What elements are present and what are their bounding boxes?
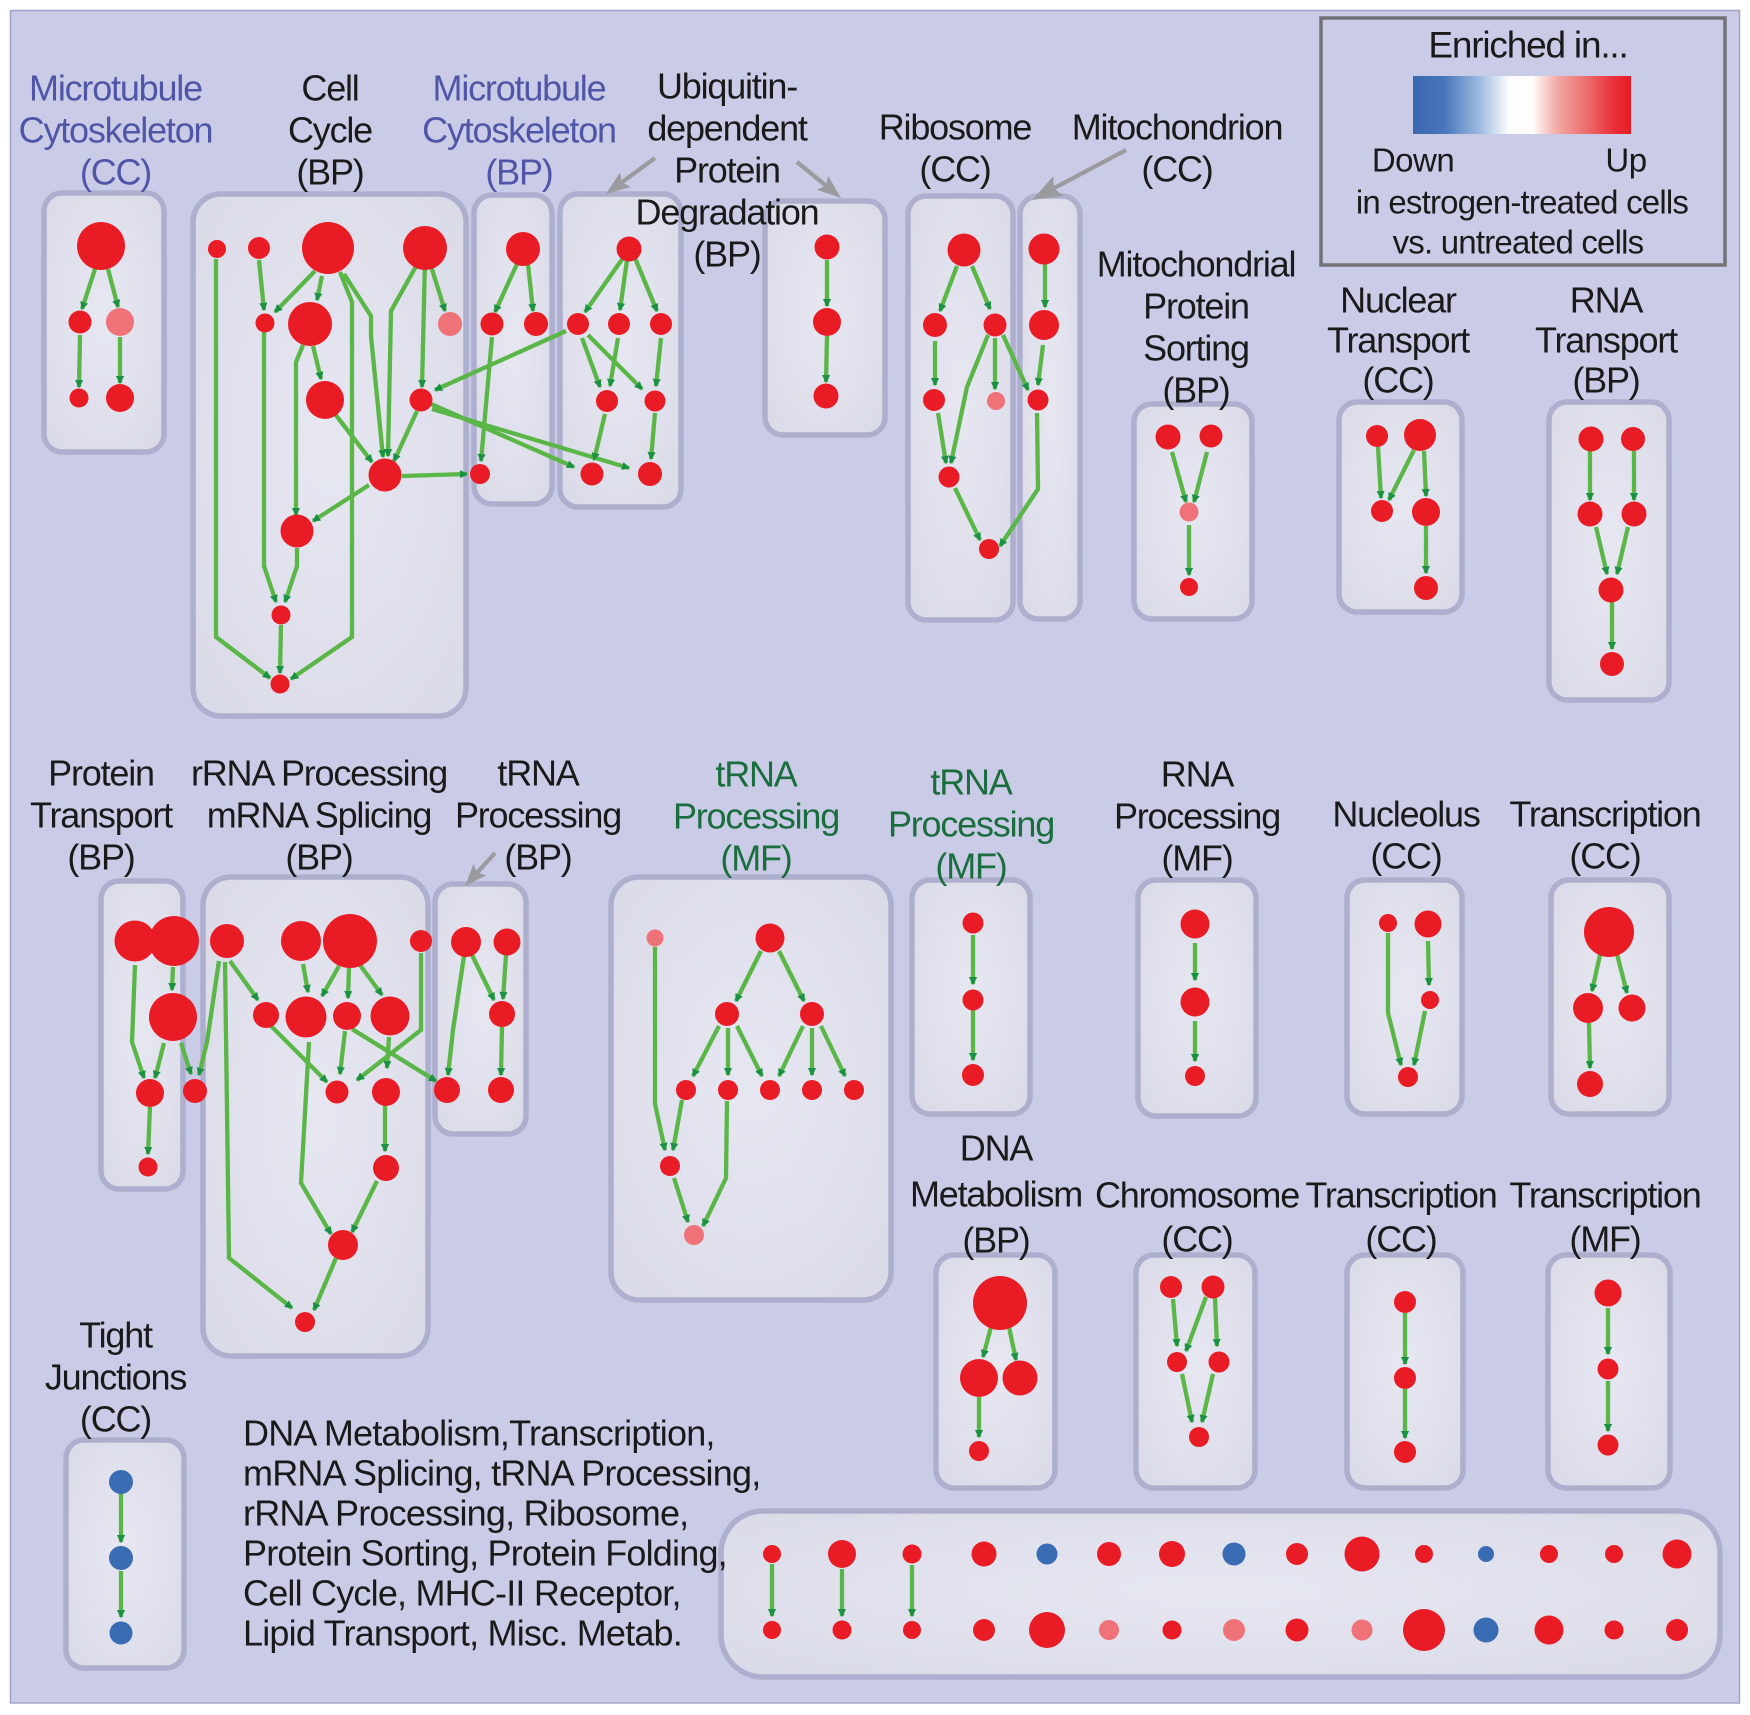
svg-text:Degradation: Degradation [636,192,819,233]
svg-text:(BP): (BP) [285,837,352,878]
svg-text:Cell: Cell [301,68,358,109]
svg-text:Lipid Transport, Misc. Metab.: Lipid Transport, Misc. Metab. [243,1613,682,1654]
svg-text:Processing: Processing [455,795,621,836]
svg-text:Junctions: Junctions [45,1357,186,1398]
svg-text:Ubiquitin-: Ubiquitin- [657,66,797,107]
svg-text:Microtubule: Microtubule [29,68,202,109]
svg-text:(CC): (CC) [1365,1219,1436,1260]
svg-text:(CC): (CC) [80,152,151,193]
svg-text:(BP): (BP) [1572,360,1639,401]
svg-text:Microtubule: Microtubule [433,68,606,109]
svg-text:mRNA Splicing, tRNA Processing: mRNA Splicing, tRNA Processing, [243,1453,760,1494]
svg-text:(CC): (CC) [80,1399,151,1440]
svg-text:(CC): (CC) [1370,836,1441,877]
svg-text:in estrogen-treated cells: in estrogen-treated cells [1356,184,1688,221]
svg-text:Tight: Tight [79,1315,153,1356]
svg-text:DNA Metabolism,Transcription,: DNA Metabolism,Transcription, [243,1413,715,1454]
svg-text:Down: Down [1372,142,1454,179]
svg-text:(MF): (MF) [720,838,791,879]
svg-text:Processing: Processing [888,804,1054,845]
svg-text:Protein: Protein [1143,286,1249,327]
svg-text:(BP): (BP) [1162,370,1229,411]
svg-text:Protein: Protein [674,150,780,191]
svg-text:tRNA: tRNA [715,754,797,795]
svg-text:mRNA Splicing: mRNA Splicing [207,795,431,836]
svg-text:DNA: DNA [960,1128,1034,1169]
svg-text:(MF): (MF) [1161,838,1232,879]
svg-text:(CC): (CC) [1161,1219,1232,1260]
svg-text:Cytoskeleton: Cytoskeleton [422,110,616,151]
svg-text:Up: Up [1605,142,1646,179]
svg-text:rRNA Processing, Ribosome,: rRNA Processing, Ribosome, [243,1493,688,1534]
svg-text:rRNA Processing: rRNA Processing [191,753,447,794]
svg-text:Chromosome: Chromosome [1095,1175,1299,1216]
svg-text:Processing: Processing [1114,796,1280,837]
svg-text:(BP): (BP) [962,1220,1029,1261]
svg-text:(BP): (BP) [296,152,363,193]
svg-text:(BP): (BP) [504,837,571,878]
svg-text:(BP): (BP) [485,152,552,193]
svg-text:RNA: RNA [1570,280,1644,321]
svg-text:tRNA: tRNA [930,762,1012,803]
svg-text:vs. untreated cells: vs. untreated cells [1393,224,1644,261]
svg-text:tRNA: tRNA [497,753,579,794]
svg-text:(CC): (CC) [1569,836,1640,877]
svg-text:Transcription: Transcription [1509,794,1700,835]
svg-text:Transport: Transport [1327,320,1470,361]
svg-text:Sorting: Sorting [1143,328,1249,369]
svg-text:Nuclear: Nuclear [1340,280,1457,321]
svg-text:Protein Sorting, Protein Foldi: Protein Sorting, Protein Folding, [243,1533,727,1574]
svg-text:RNA: RNA [1161,754,1235,795]
svg-text:Transcription: Transcription [1305,1175,1496,1216]
svg-text:Nucleolus: Nucleolus [1332,794,1479,835]
svg-text:Metabolism: Metabolism [910,1174,1082,1215]
svg-text:(BP): (BP) [67,837,134,878]
svg-text:Protein: Protein [48,753,154,794]
svg-text:Transport: Transport [30,795,173,836]
svg-text:Enriched in...: Enriched in... [1428,25,1627,66]
svg-text:Transport: Transport [1535,320,1678,361]
svg-text:Transcription: Transcription [1509,1175,1700,1216]
svg-text:(CC): (CC) [1141,149,1212,190]
svg-text:Mitochondrion: Mitochondrion [1072,107,1283,148]
svg-text:Ribosome: Ribosome [879,107,1032,148]
svg-text:(MF): (MF) [1569,1219,1640,1260]
svg-text:(MF): (MF) [935,846,1006,887]
svg-text:Processing: Processing [673,796,839,837]
svg-text:Cytoskeleton: Cytoskeleton [19,110,213,151]
svg-text:(CC): (CC) [919,149,990,190]
svg-text:dependent: dependent [647,108,808,149]
svg-text:(CC): (CC) [1362,360,1433,401]
svg-text:Cell Cycle, MHC-II Receptor,: Cell Cycle, MHC-II Receptor, [243,1573,681,1614]
svg-text:Mitochondrial: Mitochondrial [1097,244,1296,285]
svg-text:(BP): (BP) [693,234,760,275]
svg-text:Cycle: Cycle [288,110,372,151]
